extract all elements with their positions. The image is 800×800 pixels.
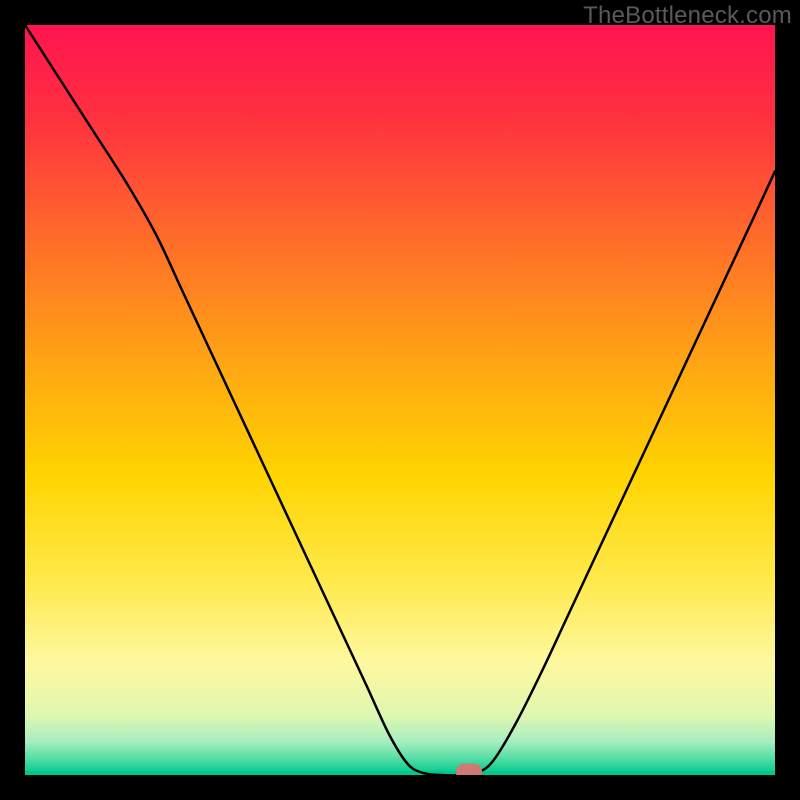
optimal-marker <box>456 764 482 776</box>
watermark-text: TheBottleneck.com <box>583 2 792 30</box>
chart-frame: TheBottleneck.com <box>0 0 800 800</box>
gradient-background <box>25 25 775 775</box>
bottleneck-chart <box>25 25 775 775</box>
baseline <box>25 771 775 775</box>
